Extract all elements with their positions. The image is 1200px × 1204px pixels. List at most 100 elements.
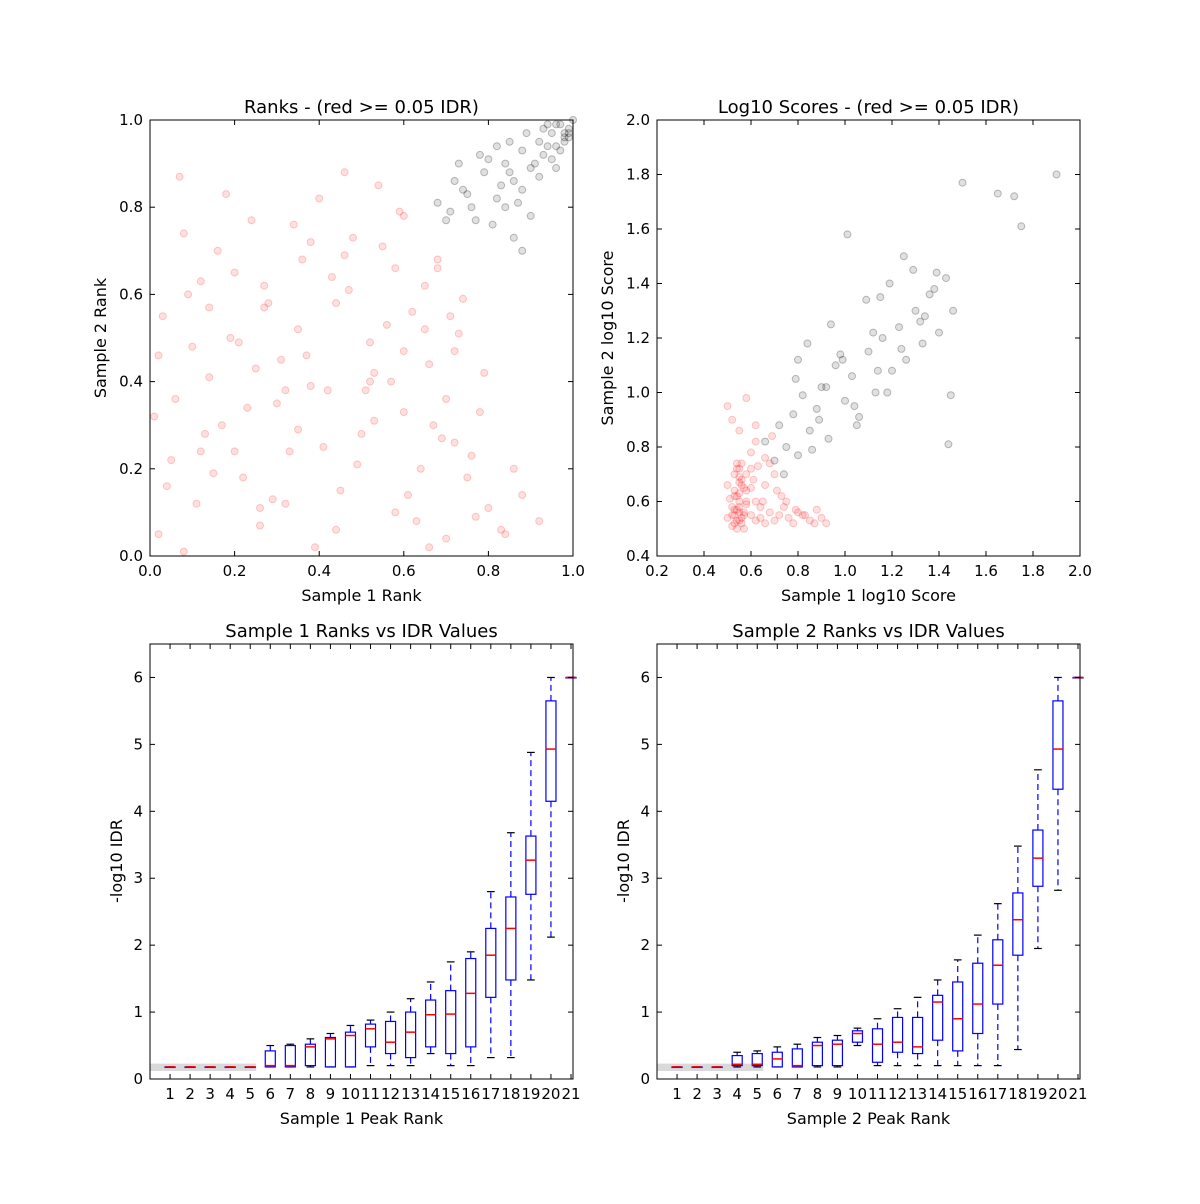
box-20 xyxy=(1052,676,1064,891)
point-fail xyxy=(723,481,732,490)
point-fail xyxy=(306,382,315,390)
panel-scores-scatter: 0.2 0.4 0.6 0.8 1.0 1.2 1.4 1.6 1.8 2.00.40.60.81… xyxy=(598,97,1092,605)
point-fail xyxy=(730,492,739,501)
point-fail xyxy=(336,486,345,495)
point-fail xyxy=(395,207,404,216)
point-pass xyxy=(782,443,791,451)
box-body xyxy=(284,1044,296,1068)
point-fail xyxy=(747,448,755,457)
point-fail xyxy=(735,508,744,517)
box-8 xyxy=(811,1036,823,1068)
point-pass xyxy=(526,164,535,172)
x-tick-label: 2 xyxy=(692,1085,702,1103)
point-pass xyxy=(522,129,531,138)
point-fail xyxy=(399,347,408,356)
point-fail xyxy=(162,482,171,491)
point-fail xyxy=(446,312,455,321)
y-axis-label: -log10 IDR xyxy=(107,819,126,903)
x-tick-label: 21 xyxy=(561,1085,580,1103)
point-fail xyxy=(735,464,744,473)
point-fail xyxy=(277,355,286,364)
y-tick-label: 1.8 xyxy=(626,166,650,184)
point-fail xyxy=(789,519,798,528)
box-15 xyxy=(952,959,964,1067)
point-pass xyxy=(556,120,565,129)
point-fail xyxy=(751,516,760,525)
box-body xyxy=(264,1050,276,1068)
point-fail xyxy=(737,459,746,468)
x-tick-label: 2 xyxy=(185,1085,195,1103)
box-body xyxy=(1052,700,1064,790)
point-pass xyxy=(794,451,802,460)
point-fail xyxy=(742,500,751,509)
y-tick-label: 3 xyxy=(133,869,143,887)
point-pass xyxy=(864,347,873,356)
point-fail xyxy=(150,412,159,421)
point-pass xyxy=(1052,170,1061,179)
point-pass xyxy=(505,137,514,146)
point-fail xyxy=(450,438,459,447)
box-body xyxy=(831,1039,844,1067)
panel-ranks-scatter: 0.0 0.2 0.4 0.6 0.8 1.0 0.0 0.2 0.4 0.6 0.8 1.0 Ran… xyxy=(91,97,585,605)
point-pass xyxy=(869,328,878,337)
point-fail xyxy=(779,503,788,511)
point-fail xyxy=(332,299,341,308)
point-fail xyxy=(740,483,748,492)
box-body xyxy=(811,1041,823,1067)
point-fail xyxy=(730,470,739,479)
point-fail xyxy=(751,497,760,506)
point-fail xyxy=(213,246,222,255)
box-body xyxy=(932,994,944,1041)
point-fail xyxy=(742,394,751,402)
point-fail xyxy=(196,447,205,456)
point-fail xyxy=(319,443,328,451)
y-tick-label: 0.4 xyxy=(626,547,650,565)
point-pass xyxy=(895,323,903,332)
point-pass xyxy=(911,306,920,315)
point-fail xyxy=(484,504,493,512)
point-pass xyxy=(564,133,573,142)
point-pass xyxy=(791,374,800,383)
point-fail xyxy=(154,530,163,539)
point-fail xyxy=(294,425,302,434)
point-fail xyxy=(158,312,167,321)
point-fail xyxy=(728,511,737,520)
point-fail xyxy=(732,505,741,514)
point-fail xyxy=(761,453,770,462)
point-pass xyxy=(852,421,861,430)
point-pass xyxy=(509,233,518,242)
point-fail xyxy=(433,255,442,264)
point-fail xyxy=(294,325,302,334)
point-fail xyxy=(742,486,751,495)
point-fail xyxy=(281,386,290,395)
point-pass xyxy=(949,306,958,315)
point-fail xyxy=(810,519,819,528)
point-fail xyxy=(742,470,751,479)
x-tick-label: 5 xyxy=(752,1085,762,1103)
x-tick-label: 4 xyxy=(225,1085,235,1103)
point-fail xyxy=(747,483,755,492)
box-9 xyxy=(831,1034,844,1068)
point-pass xyxy=(876,293,885,302)
point-fail xyxy=(222,190,231,199)
y-tick-label: 4 xyxy=(640,802,650,820)
point-fail xyxy=(370,368,379,377)
x-tick-label: 18 xyxy=(1008,1085,1027,1103)
point-pass xyxy=(535,172,544,181)
y-tick-label: 0.8 xyxy=(626,438,650,456)
point-pass xyxy=(826,320,835,329)
y-tick-label: 0 xyxy=(640,1070,650,1088)
box-body xyxy=(405,1011,417,1059)
x-tick-label: 7 xyxy=(286,1085,296,1103)
box-11 xyxy=(364,1019,377,1067)
point-fail xyxy=(732,516,741,525)
box-body xyxy=(871,1028,884,1063)
point-fail xyxy=(812,505,821,514)
point-pass xyxy=(505,168,514,177)
point-fail xyxy=(801,511,809,520)
point-pass xyxy=(812,404,821,413)
box-16 xyxy=(465,951,477,1067)
x-tick-label: 0.8 xyxy=(476,562,500,580)
box-body xyxy=(485,927,497,998)
